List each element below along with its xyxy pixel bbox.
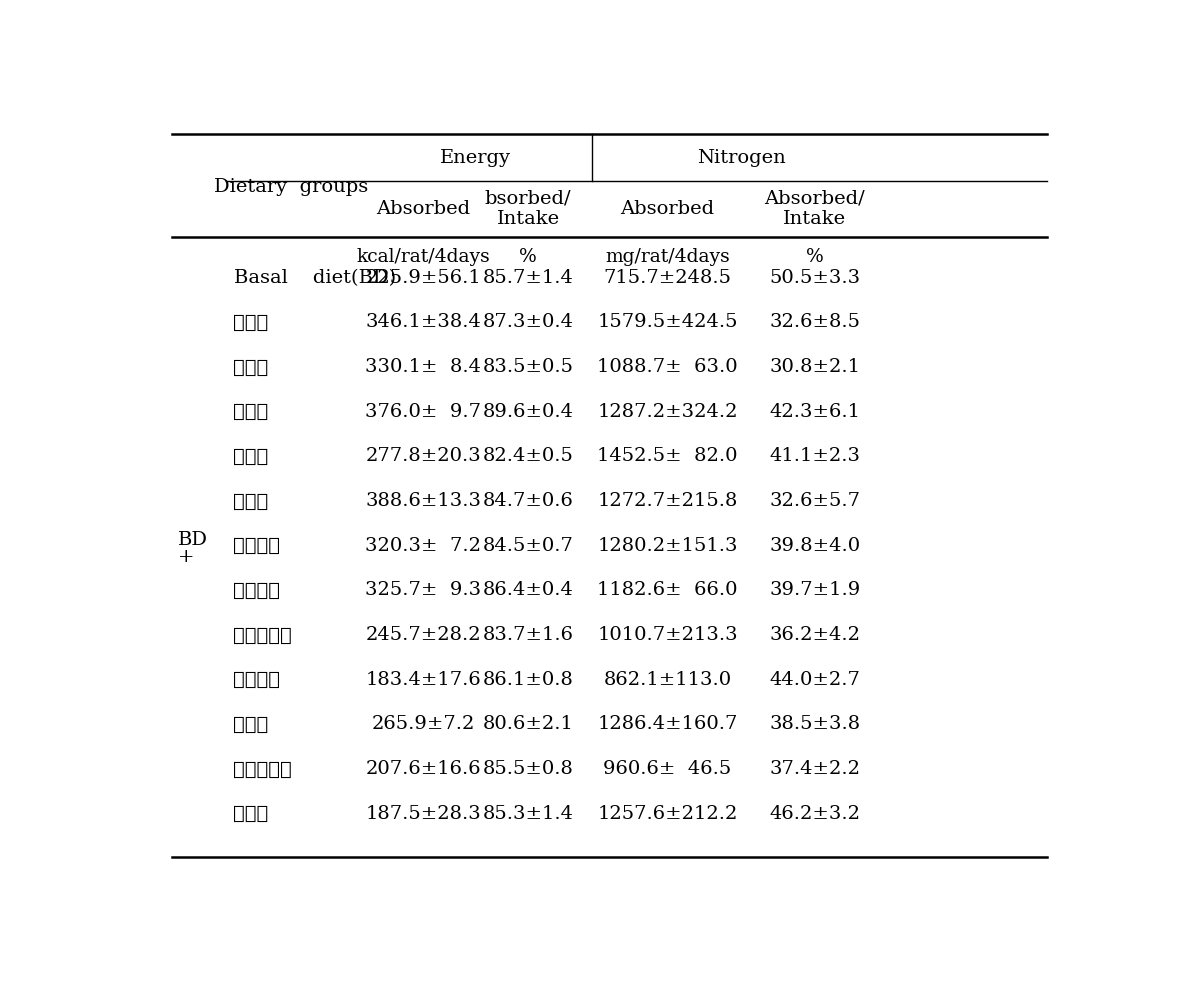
Text: %: %	[519, 247, 537, 266]
Text: 북엇국: 북엇국	[234, 804, 269, 822]
Text: 225.9±56.1: 225.9±56.1	[365, 268, 482, 287]
Text: 1010.7±213.3: 1010.7±213.3	[598, 625, 738, 644]
Text: Absorbed: Absorbed	[376, 199, 471, 217]
Text: 83.5±0.5: 83.5±0.5	[483, 358, 574, 376]
Text: 245.7±28.2: 245.7±28.2	[365, 625, 482, 644]
Text: kcal/rat/4days: kcal/rat/4days	[357, 247, 490, 266]
Text: 39.7±1.9: 39.7±1.9	[770, 581, 860, 599]
Text: 32.6±8.5: 32.6±8.5	[770, 314, 860, 331]
Text: 862.1±113.0: 862.1±113.0	[604, 670, 732, 688]
Text: 85.3±1.4: 85.3±1.4	[483, 804, 574, 822]
Text: 1579.5±424.5: 1579.5±424.5	[598, 314, 738, 331]
Text: 715.7±248.5: 715.7±248.5	[604, 268, 732, 287]
Text: 83.7±1.6: 83.7±1.6	[483, 625, 574, 644]
Text: 320.3±  7.2: 320.3± 7.2	[365, 536, 482, 554]
Text: 1257.6±212.2: 1257.6±212.2	[598, 804, 738, 822]
Text: 갈비탕: 갈비탕	[234, 491, 269, 510]
Text: 된장짜개: 된장짜개	[234, 581, 281, 599]
Text: 346.1±38.4: 346.1±38.4	[365, 314, 482, 331]
Text: 설럹탕: 설럹탕	[234, 313, 269, 331]
Text: 1286.4±160.7: 1286.4±160.7	[598, 715, 738, 733]
Text: 1452.5±  82.0: 1452.5± 82.0	[598, 447, 738, 465]
Text: 86.1±0.8: 86.1±0.8	[483, 670, 574, 688]
Text: 84.7±0.6: 84.7±0.6	[483, 492, 574, 510]
Text: 1182.6±  66.0: 1182.6± 66.0	[598, 581, 738, 599]
Text: 해물탕: 해물탕	[234, 447, 269, 465]
Text: 187.5±28.3: 187.5±28.3	[365, 804, 482, 822]
Text: 순두부짜개: 순두부짜개	[234, 625, 292, 644]
Text: BD: BD	[178, 530, 208, 548]
Text: 325.7±  9.3: 325.7± 9.3	[365, 581, 482, 599]
Text: Nitrogen: Nitrogen	[696, 149, 785, 168]
Text: 85.5±0.8: 85.5±0.8	[483, 759, 574, 777]
Text: mg/rat/4days: mg/rat/4days	[605, 247, 729, 266]
Text: Absorbed: Absorbed	[620, 199, 714, 217]
Text: 330.1±  8.4: 330.1± 8.4	[365, 358, 482, 376]
Text: 1280.2±151.3: 1280.2±151.3	[598, 536, 738, 554]
Text: 44.0±2.7: 44.0±2.7	[770, 670, 860, 688]
Text: 388.6±13.3: 388.6±13.3	[365, 492, 482, 510]
Text: 277.8±20.3: 277.8±20.3	[365, 447, 482, 465]
Text: Basal    diet(BD): Basal diet(BD)	[234, 268, 396, 287]
Text: 376.0±  9.7: 376.0± 9.7	[365, 402, 482, 420]
Text: %: %	[805, 247, 823, 266]
Text: 1272.7±215.8: 1272.7±215.8	[598, 492, 738, 510]
Text: 육개장: 육개장	[234, 357, 269, 377]
Text: 1287.2±324.2: 1287.2±324.2	[598, 402, 738, 420]
Text: 삼계탕: 삼계탕	[234, 402, 269, 421]
Text: 265.9±7.2: 265.9±7.2	[371, 715, 476, 733]
Text: 46.2±3.2: 46.2±3.2	[770, 804, 860, 822]
Text: 82.4±0.5: 82.4±0.5	[483, 447, 574, 465]
Text: Absorbed/
Intake: Absorbed/ Intake	[764, 189, 865, 228]
Text: 87.3±0.4: 87.3±0.4	[483, 314, 574, 331]
Text: 85.7±1.4: 85.7±1.4	[483, 268, 574, 287]
Text: 41.1±2.3: 41.1±2.3	[770, 447, 860, 465]
Text: 80.6±2.1: 80.6±2.1	[483, 715, 574, 733]
Text: 50.5±3.3: 50.5±3.3	[770, 268, 860, 287]
Text: 미역국: 미역국	[234, 714, 269, 734]
Text: 42.3±6.1: 42.3±6.1	[770, 402, 860, 420]
Text: +: +	[178, 547, 195, 565]
Text: 38.5±3.8: 38.5±3.8	[770, 715, 860, 733]
Text: 소고기무국: 소고기무국	[234, 759, 292, 778]
Text: 30.8±2.1: 30.8±2.1	[770, 358, 860, 376]
Text: 김치짜개: 김치짜개	[234, 535, 281, 555]
Text: Dietary  groups: Dietary groups	[215, 177, 369, 195]
Text: 32.6±5.7: 32.6±5.7	[770, 492, 860, 510]
Text: bsorbed/
Intake: bsorbed/ Intake	[485, 189, 572, 228]
Text: 207.6±16.6: 207.6±16.6	[365, 759, 482, 777]
Text: 36.2±4.2: 36.2±4.2	[770, 625, 860, 644]
Text: 960.6±  46.5: 960.6± 46.5	[604, 759, 732, 777]
Text: 37.4±2.2: 37.4±2.2	[770, 759, 860, 777]
Text: 86.4±0.4: 86.4±0.4	[483, 581, 574, 599]
Text: 183.4±17.6: 183.4±17.6	[365, 670, 482, 688]
Text: 39.8±4.0: 39.8±4.0	[770, 536, 860, 554]
Text: 84.5±0.7: 84.5±0.7	[483, 536, 574, 554]
Text: 1088.7±  63.0: 1088.7± 63.0	[598, 358, 738, 376]
Text: Energy: Energy	[440, 149, 511, 168]
Text: 89.6±0.4: 89.6±0.4	[483, 402, 574, 420]
Text: 버섯전골: 버섯전골	[234, 669, 281, 688]
